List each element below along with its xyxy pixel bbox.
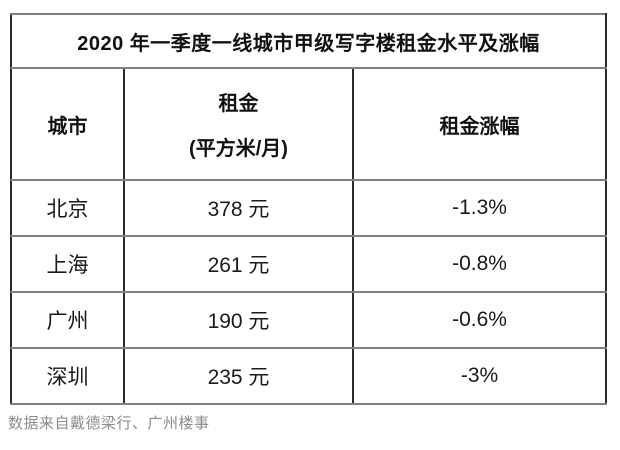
rent-cell: 190 元 xyxy=(123,291,354,349)
column-header-rent-line2: (平方米/月) xyxy=(189,138,288,160)
table-header-row: 城市 租金 (平方米/月) 租金涨幅 xyxy=(10,67,608,181)
change-cell: -3% xyxy=(351,347,608,405)
rent-cell: 378 元 xyxy=(123,179,354,237)
column-header-city: 城市 xyxy=(10,67,125,181)
city-cell: 广州 xyxy=(10,291,125,349)
rent-cell: 261 元 xyxy=(123,235,354,293)
change-cell: -0.8% xyxy=(351,235,608,293)
table-row: 上海 261 元 -0.8% xyxy=(10,235,608,293)
change-cell: -0.6% xyxy=(351,291,608,349)
city-cell: 北京 xyxy=(10,179,125,237)
table-title: 2020 年一季度一线城市甲级写字楼租金水平及涨幅 xyxy=(9,13,608,69)
city-cell: 深圳 xyxy=(10,347,125,405)
table-row: 深圳 235 元 -3% xyxy=(10,347,608,405)
change-cell: -1.3% xyxy=(351,179,608,237)
rent-table: 2020 年一季度一线城市甲级写字楼租金水平及涨幅 城市 租金 (平方米/月) … xyxy=(9,13,608,405)
city-cell: 上海 xyxy=(10,235,125,293)
table-row: 北京 378 元 -1.3% xyxy=(10,179,608,237)
table-row: 广州 190 元 -0.6% xyxy=(10,291,608,349)
column-header-rent-line1: 租金 xyxy=(218,93,259,115)
column-header-rent: 租金 (平方米/月) xyxy=(123,67,354,181)
column-header-rent-change: 租金涨幅 xyxy=(351,67,608,181)
table-title-row: 2020 年一季度一线城市甲级写字楼租金水平及涨幅 xyxy=(9,13,608,69)
data-source-note: 数据来自戴德梁行、广州楼事 xyxy=(8,415,210,432)
rent-cell: 235 元 xyxy=(123,347,354,405)
